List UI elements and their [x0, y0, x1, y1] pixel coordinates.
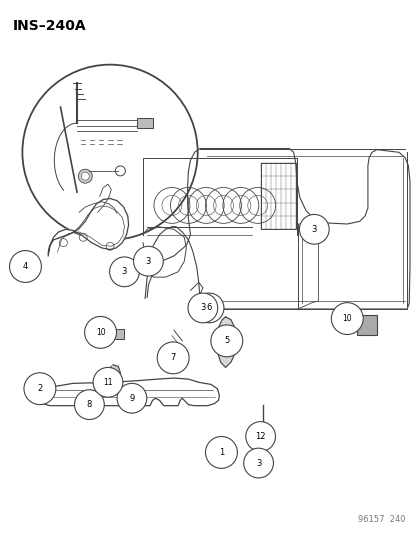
Circle shape	[299, 214, 328, 244]
Text: 11: 11	[103, 378, 112, 387]
Text: 3: 3	[121, 268, 127, 276]
Text: 6: 6	[206, 303, 211, 312]
Text: 10: 10	[342, 314, 351, 323]
Circle shape	[188, 293, 217, 323]
Circle shape	[9, 251, 41, 282]
Circle shape	[133, 246, 163, 276]
Text: 12: 12	[255, 432, 265, 441]
Circle shape	[157, 342, 189, 374]
FancyBboxPatch shape	[107, 329, 123, 339]
Circle shape	[194, 293, 223, 323]
Circle shape	[22, 64, 197, 240]
Polygon shape	[48, 198, 128, 256]
Text: 1: 1	[218, 448, 223, 457]
Text: 9: 9	[129, 394, 134, 403]
Circle shape	[81, 172, 89, 180]
Text: 3: 3	[200, 303, 205, 312]
Text: 3: 3	[255, 458, 261, 467]
Circle shape	[117, 383, 147, 413]
Text: 4: 4	[23, 262, 28, 271]
Circle shape	[245, 422, 275, 451]
Polygon shape	[217, 317, 235, 367]
Text: 8: 8	[86, 400, 92, 409]
Polygon shape	[108, 365, 120, 394]
Text: INS–240A: INS–240A	[13, 19, 86, 33]
Text: 5: 5	[223, 336, 229, 345]
Text: 7: 7	[170, 353, 176, 362]
Circle shape	[210, 325, 242, 357]
Circle shape	[78, 169, 92, 183]
Circle shape	[109, 257, 139, 287]
Text: 10: 10	[95, 328, 105, 337]
Circle shape	[93, 367, 123, 397]
FancyBboxPatch shape	[137, 118, 153, 128]
Text: 3: 3	[311, 225, 316, 234]
FancyBboxPatch shape	[356, 315, 376, 335]
Polygon shape	[34, 378, 219, 406]
Bar	[260, 163, 295, 229]
Circle shape	[24, 373, 56, 405]
Circle shape	[330, 303, 362, 335]
Text: 2: 2	[37, 384, 43, 393]
Circle shape	[205, 437, 237, 469]
Circle shape	[243, 448, 273, 478]
Circle shape	[84, 317, 116, 348]
Circle shape	[74, 390, 104, 419]
Text: 3: 3	[145, 257, 151, 265]
Text: 96157  240: 96157 240	[357, 515, 404, 524]
